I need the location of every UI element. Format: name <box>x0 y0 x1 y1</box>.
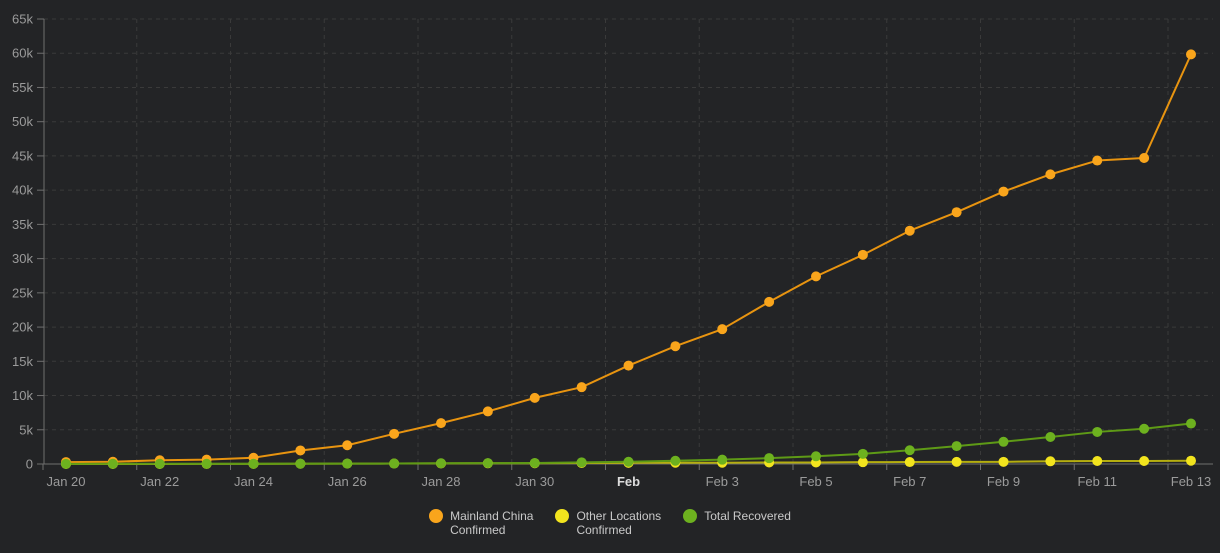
y-tick-label: 25k <box>12 285 33 300</box>
data-point[interactable] <box>248 458 259 469</box>
x-tick-label: Jan 26 <box>328 474 367 489</box>
legend-dot-total-recovered-icon <box>683 509 698 523</box>
data-point[interactable] <box>904 457 915 468</box>
data-point[interactable] <box>1045 431 1056 442</box>
x-tick-label: Feb 3 <box>706 474 739 489</box>
data-point[interactable] <box>154 458 165 469</box>
x-tick-label: Jan 22 <box>140 474 179 489</box>
line-chart-canvas: 0 5k 10k 15k 20k 25k 30k 35k 40k 45k 50k 55k 60k 65k J… <box>12 12 1213 489</box>
legend-dot-other-locations-icon <box>555 509 570 523</box>
data-point[interactable] <box>1092 455 1103 466</box>
data-point[interactable] <box>717 454 728 465</box>
data-point[interactable] <box>576 382 587 393</box>
data-point[interactable] <box>295 458 306 469</box>
data-point[interactable] <box>623 456 634 467</box>
data-point[interactable] <box>1092 426 1103 437</box>
data-point[interactable] <box>951 207 962 218</box>
data-point[interactable] <box>107 458 118 469</box>
data-point[interactable] <box>529 392 540 403</box>
data-point[interactable] <box>482 458 493 469</box>
data-point[interactable] <box>998 186 1009 197</box>
legend-dot-mainland-china-icon <box>429 509 444 523</box>
data-point[interactable] <box>623 360 634 371</box>
y-tick-label: 30k <box>12 251 33 266</box>
x-tick-label: Feb 5 <box>799 474 832 489</box>
data-point[interactable] <box>482 406 493 417</box>
data-point[interactable] <box>295 445 306 456</box>
legend-label: Other Locations Confirmed <box>576 509 662 537</box>
legend-label: Total Recovered <box>704 509 791 523</box>
y-tick-label: 55k <box>12 80 33 95</box>
data-point[interactable] <box>670 455 681 466</box>
data-point[interactable] <box>389 428 400 439</box>
y-tick-label: 50k <box>12 114 33 129</box>
x-tick-label: Jan 24 <box>234 474 273 489</box>
data-point[interactable] <box>342 458 353 469</box>
data-point[interactable] <box>436 418 446 429</box>
data-point[interactable] <box>1045 169 1056 180</box>
data-point[interactable] <box>951 441 962 452</box>
chart-legend: Mainland China Confirmed Other Locations… <box>0 509 1220 537</box>
y-tick-label: 0 <box>26 457 33 472</box>
data-point[interactable] <box>1186 418 1196 429</box>
data-point[interactable] <box>201 458 212 469</box>
legend-item-other-locations[interactable]: Other Locations Confirmed <box>555 509 661 537</box>
y-tick-label: 65k <box>12 12 33 27</box>
legend-label: Mainland China Confirmed <box>450 509 534 537</box>
x-tick-label: Jan 28 <box>421 474 460 489</box>
x-tick-label: Feb 11 <box>1077 474 1117 489</box>
data-point[interactable] <box>61 458 71 469</box>
data-point[interactable] <box>1139 152 1150 163</box>
y-tick-label: 35k <box>12 217 33 232</box>
x-tick-label: Feb 13 <box>1171 474 1211 489</box>
data-point[interactable] <box>998 436 1009 447</box>
data-point[interactable] <box>670 341 681 352</box>
data-point[interactable] <box>529 458 540 469</box>
y-tick-label: 15k <box>12 354 33 369</box>
x-tick-label: Jan 20 <box>46 474 85 489</box>
data-point[interactable] <box>857 249 868 260</box>
y-tick-label: 20k <box>12 320 33 335</box>
y-tick-label: 5k <box>19 422 33 437</box>
legend-item-mainland-china[interactable]: Mainland China Confirmed <box>429 509 533 537</box>
x-tick-label: Feb 9 <box>987 474 1020 489</box>
y-tick-label: 60k <box>12 46 33 61</box>
y-tick-label: 40k <box>12 183 33 198</box>
data-point[interactable] <box>857 457 868 468</box>
data-point[interactable] <box>764 453 775 464</box>
legend-item-total-recovered[interactable]: Total Recovered <box>683 509 791 523</box>
data-point[interactable] <box>1139 423 1150 434</box>
x-tick-label: Feb <box>617 474 640 489</box>
data-point[interactable] <box>857 448 868 459</box>
data-point[interactable] <box>342 440 353 451</box>
data-point[interactable] <box>811 451 821 462</box>
data-point[interactable] <box>1045 456 1056 467</box>
data-point[interactable] <box>1186 49 1196 60</box>
data-point[interactable] <box>998 456 1009 467</box>
data-point[interactable] <box>576 457 587 468</box>
data-point[interactable] <box>764 296 775 307</box>
x-tick-label: Jan 30 <box>515 474 554 489</box>
data-point[interactable] <box>717 324 728 335</box>
data-point[interactable] <box>1186 455 1196 466</box>
y-tick-label: 45k <box>12 148 33 163</box>
data-point[interactable] <box>811 271 821 282</box>
data-point[interactable] <box>1092 155 1103 166</box>
data-point[interactable] <box>951 456 962 467</box>
data-point[interactable] <box>436 458 446 469</box>
data-point[interactable] <box>904 225 915 236</box>
data-point[interactable] <box>1139 455 1150 466</box>
data-point[interactable] <box>389 458 400 469</box>
x-tick-label: Feb 7 <box>893 474 926 489</box>
y-tick-label: 10k <box>12 388 33 403</box>
data-point[interactable] <box>904 445 915 456</box>
